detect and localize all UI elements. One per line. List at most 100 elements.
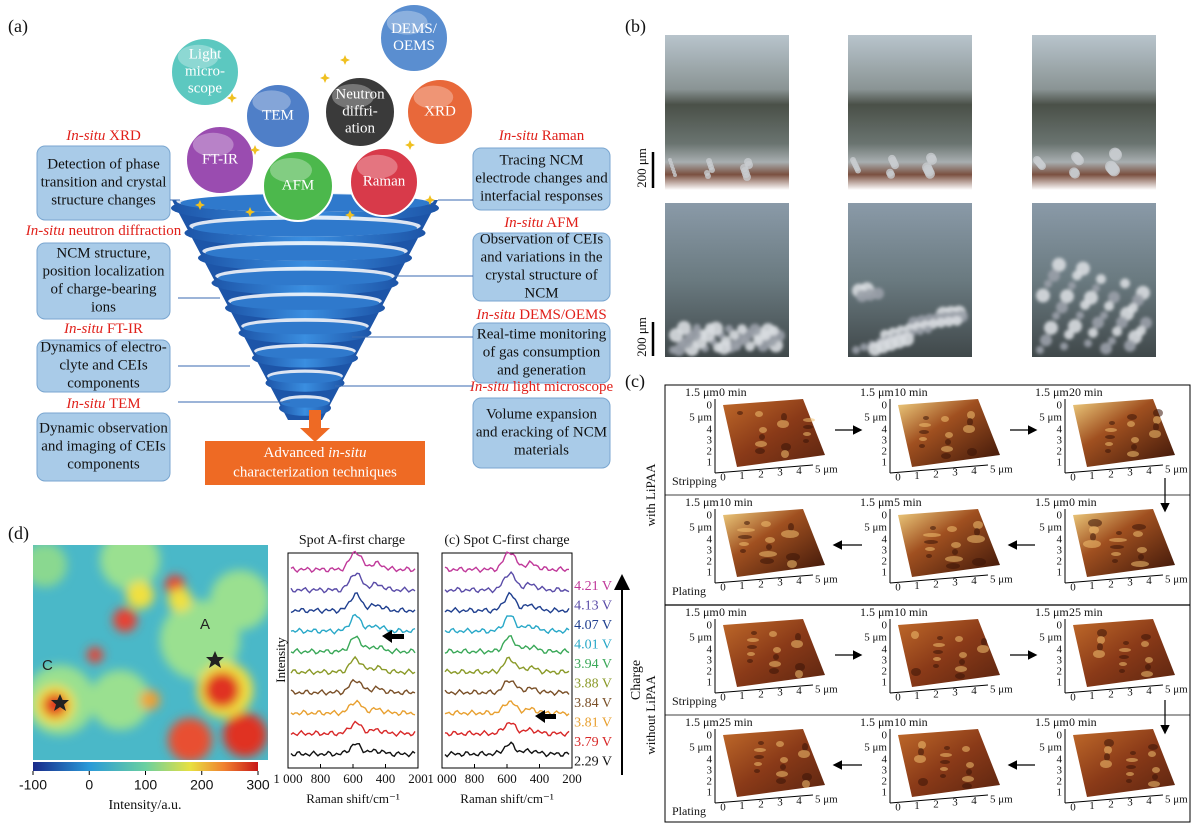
dendrite-speck: [916, 327, 924, 335]
x-tick-label: 1 000: [427, 771, 456, 786]
x-tick-label: 200: [408, 771, 428, 786]
x-axis-end: 5 μm: [990, 794, 1013, 806]
dendrite-speck: [725, 325, 733, 333]
sparkle: [405, 140, 415, 150]
afm-texture: [1126, 779, 1132, 783]
technique-desc: components: [67, 375, 140, 391]
x-tick-label: 4: [796, 575, 802, 587]
funnel-ring-top: [256, 347, 355, 359]
time-label: 0 min: [719, 605, 747, 619]
afm-texture: [923, 533, 941, 537]
x-tick-label: 3: [1127, 577, 1133, 589]
afm-surface: [1073, 619, 1175, 687]
x-tick-label: 2: [758, 688, 764, 700]
micrograph: [665, 35, 789, 190]
afm-texture: [955, 666, 967, 672]
afm-texture: [802, 743, 808, 751]
colorbar-tick-label: 0: [85, 777, 93, 793]
x-axis-end: 5 μm: [815, 574, 838, 586]
x-tick-label: 1: [1089, 800, 1095, 812]
afm-texture: [1126, 765, 1136, 769]
afm-texture: [947, 526, 957, 532]
afm-texture: [974, 528, 980, 536]
y-axis-end: 5 μm: [864, 632, 887, 644]
time-label: 10 min: [894, 715, 928, 729]
afm-texture: [1105, 428, 1117, 432]
afm-texture: [761, 521, 771, 527]
technique-title: In-situ DEMS/OEMS: [475, 307, 606, 323]
raman-spectrum: [291, 573, 415, 592]
colorbar-tick-label: -100: [19, 777, 47, 793]
technique-desc: of charge-bearing: [51, 281, 157, 297]
dendrite-speck: [737, 324, 747, 334]
afm-texture: [933, 664, 939, 668]
afm-texture: [1141, 671, 1153, 677]
bubble-label: ation: [345, 120, 375, 136]
afm-texture: [925, 547, 935, 551]
x-axis-end: 5 μm: [990, 574, 1013, 586]
x-tick-label: 4: [1146, 795, 1152, 807]
afm-texture: [1104, 739, 1114, 747]
raman-spectrum: [291, 701, 415, 716]
afm-texture: [1145, 664, 1151, 670]
afm-texture: [773, 654, 779, 660]
afm-texture: [1153, 416, 1161, 424]
x-axis-end: 5 μm: [1165, 464, 1188, 476]
raman-spectrum: [291, 552, 415, 573]
voltage-label: 4.21 V: [574, 579, 612, 594]
afm-texture: [1148, 744, 1158, 750]
x-tick-label: 3: [952, 467, 958, 479]
technique-title: In-situ TEM: [65, 396, 140, 412]
plot-frame: [442, 553, 572, 768]
panel-label: (c): [625, 371, 645, 392]
afm-texture: [737, 528, 755, 532]
afm-texture: [747, 652, 755, 656]
technique-title-em: In-situ: [65, 396, 105, 412]
x-tick-label: 0: [895, 472, 901, 484]
afm-texture: [959, 659, 965, 665]
z-tick-label: 0: [882, 730, 888, 742]
x-tick-label: 3: [1127, 467, 1133, 479]
afm-texture: [918, 778, 928, 786]
afm-texture: [933, 643, 945, 647]
x-tick-label: 0: [720, 582, 726, 594]
technique-title: In-situ XRD: [65, 128, 141, 144]
afm-texture: [1097, 643, 1103, 651]
dendrite-speck: [1092, 284, 1100, 292]
y-tick-label: 1: [707, 457, 713, 469]
afm-texture: [754, 762, 762, 766]
afm-texture: [963, 425, 975, 433]
x-tick-label: 1: [1089, 690, 1095, 702]
z-tick-label: 0: [882, 620, 888, 632]
dendrite-speck: [1112, 326, 1122, 336]
voltage-label: 2.29 V: [574, 755, 612, 770]
deposit-speck: [855, 168, 861, 174]
colorbar: [33, 762, 258, 771]
dendrite-speck: [1076, 262, 1090, 276]
dendrite-speck: [1056, 301, 1068, 313]
map-blob: [168, 588, 192, 612]
scale-bar-label: 200 μm: [634, 317, 649, 357]
technique-title: In-situ AFM: [503, 215, 579, 231]
afm-texture: [930, 526, 936, 530]
z-tick-label: 0: [707, 510, 713, 522]
technique-title: In-situ light microscope: [469, 379, 614, 395]
deposit-speck: [1110, 149, 1122, 161]
dendrite-speck: [1136, 326, 1146, 336]
y-tick-label: 1: [1057, 567, 1063, 579]
technique-desc: position localization: [42, 263, 165, 279]
raman-spectrum: [291, 722, 415, 737]
afm-texture: [940, 753, 952, 757]
dendrite-speck: [900, 332, 914, 346]
x-tick-label: 2: [758, 798, 764, 810]
afm-texture: [1123, 641, 1129, 645]
afm-texture: [754, 769, 760, 773]
deposit-speck: [709, 167, 715, 173]
technique-desc: Volume expansion: [486, 406, 597, 422]
x-tick-label: 600: [497, 771, 517, 786]
afm-texture: [760, 558, 774, 564]
x-tick-label: 4: [796, 795, 802, 807]
afm-texture: [769, 668, 779, 674]
x-tick-label: 3: [952, 687, 958, 699]
time-label: 25 min: [719, 715, 753, 729]
